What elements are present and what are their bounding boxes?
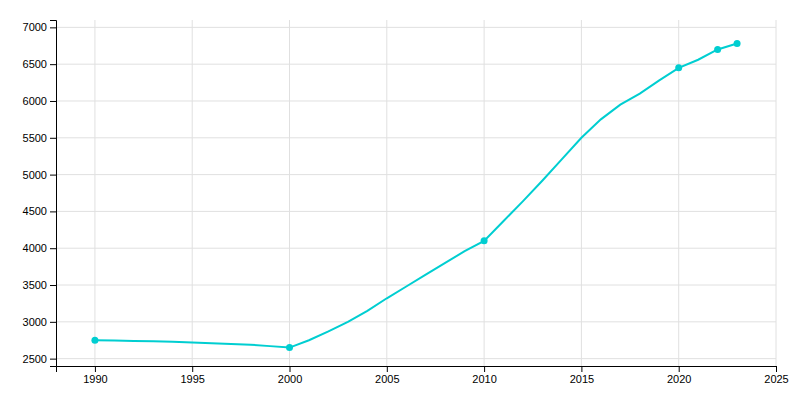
line (95, 44, 737, 348)
y-tick-label: 3000 (23, 316, 47, 328)
x-tick-mark (484, 366, 485, 372)
grid-line-x (484, 20, 485, 366)
grid-line-x (386, 20, 387, 366)
y-axis: 2500 3000 3500 4000 4500 5000 5500 6000 6500 7000 (23, 21, 57, 367)
marker (481, 237, 488, 244)
y-tick-label: 2500 (23, 353, 47, 365)
grid-line-y (56, 321, 776, 322)
x-tick-label: 1990 (83, 373, 107, 385)
y-tick-mark (50, 64, 56, 65)
marker (286, 344, 293, 351)
y-tick: 4500 (23, 205, 56, 217)
x-tick: 2000 (278, 366, 302, 385)
x-tick-mark (581, 366, 582, 372)
x-tick: 2010 (472, 366, 496, 385)
x-tick-label: 2000 (278, 373, 302, 385)
y-tick: 6500 (23, 58, 56, 70)
grid-line-y (56, 248, 776, 249)
x-tick: 2005 (375, 366, 399, 385)
grid-line-x (192, 20, 193, 366)
y-tick-mark (50, 322, 56, 323)
grid-line-y (56, 137, 776, 138)
marker (714, 46, 721, 53)
y-tick-label: 4500 (23, 205, 47, 217)
x-tick-label: 2020 (667, 373, 691, 385)
grid-line-x (776, 20, 777, 366)
x-tick: 2015 (570, 366, 594, 385)
grid-line-y (56, 174, 776, 175)
y-axis-line (50, 21, 57, 367)
x-tick-label: 2010 (472, 373, 496, 385)
y-tick-label: 3500 (23, 279, 47, 291)
x-tick: 2020 (667, 366, 691, 385)
grid-line-y (56, 100, 776, 101)
x-tick: 1990 (83, 366, 107, 385)
marker (91, 337, 98, 344)
grid-line-y (56, 211, 776, 212)
marker (734, 40, 741, 47)
y-tick: 6000 (23, 95, 56, 107)
grid (56, 20, 776, 366)
y-tick-label: 4000 (23, 242, 47, 254)
chart: 1990 1995 2000 2005 2010 2015 2020 2025 2500 3000… (0, 0, 800, 400)
y-tick-mark (50, 138, 56, 139)
y-tick-mark (50, 175, 56, 176)
y-tick-mark (50, 27, 56, 28)
y-tick: 5500 (23, 132, 56, 144)
grid-line-y (56, 64, 776, 65)
y-tick: 3000 (23, 316, 56, 328)
y-tick-label: 6500 (23, 58, 47, 70)
marks (91, 40, 740, 351)
x-tick: 2025 (764, 366, 788, 385)
x-axis: 1990 1995 2000 2005 2010 2015 2020 2025 (57, 366, 789, 385)
grid-line-y (56, 285, 776, 286)
grid-line-x (289, 20, 290, 366)
y-tick-mark (50, 101, 56, 102)
grid-line-x (678, 20, 679, 366)
y-tick-label: 6000 (23, 95, 47, 107)
grid-line-x (581, 20, 582, 366)
y-tick-label: 5500 (23, 132, 47, 144)
x-tick-mark (776, 366, 777, 372)
y-tick: 4000 (23, 242, 56, 254)
x-tick-label: 2015 (570, 373, 594, 385)
x-tick-label: 1995 (180, 373, 204, 385)
y-tick: 7000 (23, 21, 56, 33)
marker (675, 64, 682, 71)
y-tick-mark (50, 248, 56, 249)
x-axis-line (57, 367, 777, 373)
x-tick: 1995 (180, 366, 204, 385)
y-tick-mark (50, 359, 56, 360)
x-tick-label: 2005 (375, 373, 399, 385)
plot: 1990 1995 2000 2005 2010 2015 2020 2025 2500 3000… (23, 20, 789, 385)
x-tick-label: 2025 (764, 373, 788, 385)
grid-line-y (56, 358, 776, 359)
grid-line-x (94, 20, 95, 366)
y-tick-label: 5000 (23, 169, 47, 181)
x-tick-mark (192, 366, 193, 372)
y-tick-label: 7000 (23, 21, 47, 33)
x-tick-mark (679, 366, 680, 372)
y-tick-mark (50, 285, 56, 286)
y-tick: 5000 (23, 169, 56, 181)
y-tick: 3500 (23, 279, 56, 291)
x-tick-mark (387, 366, 388, 372)
x-tick-mark (95, 366, 96, 372)
grid-line-y (56, 27, 776, 28)
x-tick-mark (290, 366, 291, 372)
y-tick: 2500 (23, 353, 56, 365)
y-tick-mark (50, 211, 56, 212)
